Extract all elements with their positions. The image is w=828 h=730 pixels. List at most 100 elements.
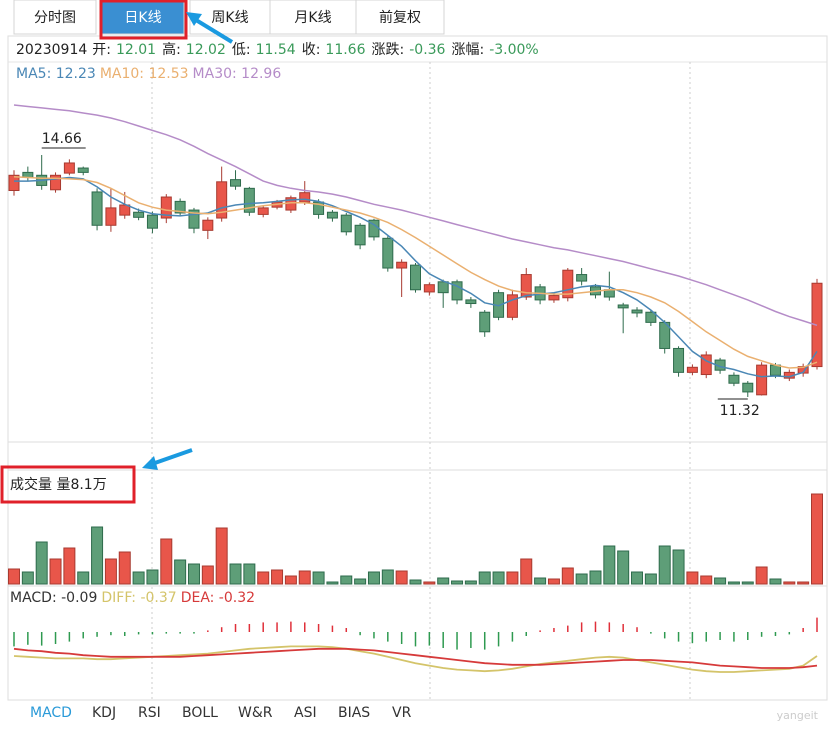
volume-bar (797, 581, 810, 585)
volume-bar (284, 575, 297, 585)
candle-body (188, 209, 200, 229)
volume-bar (617, 550, 630, 585)
volume-bar (644, 573, 657, 585)
plot: MA5: 12.23 MA10: 12.53 MA30: 12.96 14.66 11.… (8, 66, 823, 673)
info-text: 20230914 (16, 42, 87, 58)
candle-body (160, 196, 172, 219)
indicator-tab[interactable]: BIAS (338, 705, 370, 721)
candle-body (576, 274, 588, 282)
volume-bar (187, 563, 200, 585)
volume-bar (672, 549, 685, 585)
indicator-tab[interactable]: MACD (30, 705, 72, 721)
max-label: 14.66 (42, 131, 82, 147)
arrow (194, 18, 234, 44)
indicator-tab[interactable]: RSI (138, 705, 161, 721)
candle-body (479, 311, 491, 333)
ma-line (13, 175, 818, 369)
volume-bar (174, 559, 187, 585)
candle-body (451, 281, 463, 301)
ma-line (13, 104, 818, 327)
candle-body (437, 281, 449, 294)
indicator-tab[interactable]: BOLL (182, 705, 218, 721)
volume-bar (783, 581, 796, 585)
tab[interactable] (13, 0, 97, 35)
candle-body (202, 219, 214, 231)
candle-body (631, 309, 643, 314)
indicator-tab[interactable]: W&R (238, 705, 273, 721)
tab[interactable] (355, 0, 445, 35)
tab-label[interactable]: 月K线 (294, 10, 331, 26)
volume-bar (589, 570, 602, 585)
info-text: 11.54 (256, 42, 296, 58)
panel-border (7, 35, 828, 701)
volume-bar (561, 567, 574, 585)
volume-bar (312, 571, 325, 585)
volume-bar (451, 580, 464, 585)
volume-bar (811, 493, 823, 585)
info-text: 开: (92, 42, 111, 58)
candle-body (548, 295, 560, 301)
info-text: -3.00% (489, 42, 539, 58)
candle-body (756, 364, 768, 396)
candle-body (105, 207, 117, 226)
indicator-tab[interactable]: VR (392, 705, 412, 721)
volume-bar (77, 571, 90, 585)
volume-bar (132, 571, 145, 585)
tab[interactable] (269, 0, 357, 35)
tab-label[interactable]: 日K线 (124, 10, 161, 26)
legend-entry: MA30: 12.96 (193, 66, 282, 82)
info-text: 低: (232, 42, 251, 58)
candle-body (423, 284, 435, 293)
volume-bar (215, 527, 228, 585)
volume-bar (423, 581, 436, 585)
macd-line (13, 647, 818, 669)
candle-body (243, 187, 255, 213)
volume-bar (506, 571, 519, 585)
candle-body (354, 224, 366, 246)
volume-bar (769, 578, 782, 585)
candle-body (728, 374, 740, 384)
tab-bar: 分时图 日K线 周K线 月K线 前复权 (13, 0, 445, 40)
candle-body (50, 174, 62, 191)
volume-bar (160, 538, 173, 585)
candle-body (77, 167, 89, 173)
indicator-tab[interactable]: ASI (294, 705, 317, 721)
info-text: 涨跌: (372, 42, 405, 58)
volume-bar (201, 565, 214, 585)
volume-bar (727, 581, 740, 585)
volume-bar (326, 581, 339, 585)
volume-bar (381, 569, 394, 585)
volume-bar (257, 571, 270, 585)
candle-body (465, 299, 477, 305)
candle-body (410, 264, 421, 291)
arrow-head (186, 12, 202, 26)
volume-bar (547, 578, 560, 585)
candle-body (686, 366, 698, 373)
tab-label[interactable]: 前复权 (379, 9, 421, 26)
indicator-tab[interactable]: KDJ (92, 705, 116, 721)
tab-label[interactable]: 周K线 (211, 10, 248, 26)
volume-bar (534, 577, 547, 585)
volume-bar (409, 579, 422, 585)
candle-body (769, 364, 781, 376)
info-text: 12.02 (186, 42, 226, 58)
volume-bar (478, 571, 491, 585)
candle-body (326, 211, 338, 219)
volume-bar (492, 571, 505, 585)
tab-label[interactable]: 分时图 (34, 10, 76, 26)
info-text: 高: (162, 41, 181, 58)
volume-bar (631, 571, 644, 585)
candle-body (133, 211, 145, 218)
volume-bar (21, 571, 34, 585)
info-text: 涨幅: (451, 42, 484, 58)
info-text: 12.01 (116, 42, 156, 58)
volume-bar (714, 577, 727, 585)
volume-bar (298, 570, 311, 585)
volume-label: 成交量 量8.1万 (10, 476, 107, 493)
candle-body (174, 200, 186, 214)
volume-bar (91, 526, 104, 585)
info-text: 11.66 (325, 42, 365, 58)
arrow-head (142, 456, 158, 470)
